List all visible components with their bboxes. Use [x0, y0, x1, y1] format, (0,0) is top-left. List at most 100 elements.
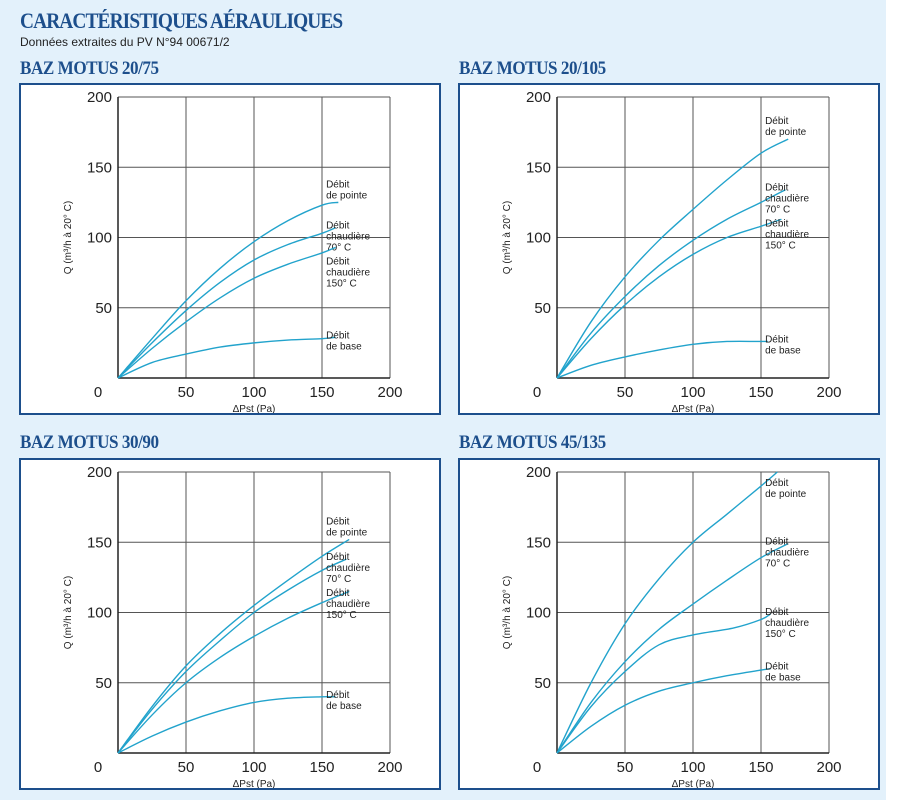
series-curve — [117, 336, 336, 379]
page-title: CARACTÉRISTIQUES AÉRAULIQUES — [20, 8, 343, 33]
series-label: chaudière — [765, 618, 809, 629]
series-label: 150° C — [765, 629, 796, 640]
series-label: chaudière — [326, 268, 370, 279]
y-axis-label: Q (m³/h à 20° C) — [63, 201, 74, 274]
series-label: 70° C — [326, 574, 351, 585]
chart-panel-4: 0 50 100 150 200 50 100 150 200 ΔPst (Pa) Q (m³/h … — [458, 458, 880, 790]
x-tick-label: 150 — [748, 384, 773, 401]
x-tick-label: 50 — [178, 759, 195, 776]
series-label: Débit — [765, 334, 789, 345]
series-label: 70° C — [765, 205, 790, 216]
series-label: Débit — [326, 179, 350, 190]
y-axis-label: Q (m³/h à 20° C) — [63, 576, 74, 649]
series-curve — [117, 246, 336, 379]
x-tick-label: 100 — [241, 384, 266, 401]
y-tick-label: 50 — [95, 675, 112, 692]
x-tick-label: 0 — [533, 384, 541, 401]
series-label: de pointe — [326, 527, 368, 538]
series-curve — [117, 558, 347, 754]
series-label: de base — [765, 345, 801, 356]
series-curve — [556, 613, 771, 754]
series-curve — [117, 590, 350, 754]
y-tick-label: 100 — [87, 605, 112, 622]
chart-title-1: BAZ MOTUS 20/75 — [20, 58, 159, 79]
x-tick-label: 50 — [178, 384, 195, 401]
series-label: chaudière — [765, 230, 809, 241]
series-curve — [556, 471, 778, 754]
x-tick-label: 150 — [309, 759, 334, 776]
y-tick-label: 150 — [87, 159, 112, 176]
y-tick-label: 200 — [87, 464, 112, 481]
y-axis-label: Q (m³/h à 20° C) — [502, 576, 513, 649]
series-label: Débit — [765, 607, 789, 618]
x-tick-label: 0 — [533, 759, 541, 776]
y-tick-label: 200 — [526, 89, 551, 106]
series-label: 70° C — [765, 559, 790, 570]
y-tick-label: 200 — [87, 89, 112, 106]
series-label: de base — [765, 673, 801, 684]
x-tick-label: 150 — [309, 384, 334, 401]
chart-panel-3: 0 50 100 150 200 50 100 150 200 ΔPst (Pa) Q (m³/h … — [19, 458, 441, 790]
series-label: 150° C — [765, 241, 796, 252]
x-tick-label: 100 — [680, 384, 705, 401]
series-label: 70° C — [326, 243, 351, 254]
chart-svg-1: 0 50 100 150 200 50 100 150 200 ΔPst (Pa) Q (m³/h … — [63, 89, 403, 415]
series-label: chaudière — [326, 563, 370, 574]
series-label: Débit — [765, 662, 789, 673]
series-label: Débit — [765, 478, 789, 489]
series-label: chaudière — [765, 548, 809, 559]
x-tick-label: 200 — [377, 759, 402, 776]
series-label: Débit — [326, 516, 350, 527]
x-tick-label: 100 — [241, 759, 266, 776]
x-tick-label: 0 — [94, 384, 102, 401]
y-tick-label: 150 — [526, 534, 551, 551]
series-label: de pointe — [765, 489, 807, 500]
series-label: chaudière — [326, 599, 370, 610]
x-tick-label: 0 — [94, 759, 102, 776]
series-label: Débit — [765, 116, 789, 127]
series-label: 150° C — [326, 279, 357, 290]
x-tick-label: 200 — [377, 384, 402, 401]
series-label: Débit — [765, 537, 789, 548]
x-tick-label: 150 — [748, 759, 773, 776]
chart-panel-1: 0 50 100 150 200 50 100 150 200 ΔPst (Pa) Q (m³/h … — [19, 83, 441, 415]
series-curve — [556, 668, 771, 754]
x-tick-label: 50 — [617, 384, 634, 401]
series-curve — [556, 340, 768, 379]
x-axis-label: ΔPst (Pa) — [233, 779, 276, 788]
y-tick-label: 50 — [95, 300, 112, 317]
series-curve — [556, 189, 786, 379]
y-tick-label: 100 — [526, 230, 551, 247]
series-label: de base — [326, 341, 362, 352]
series-curve — [556, 218, 782, 379]
chart-svg-2: 0 50 100 150 200 50 100 150 200 ΔPst (Pa) Q (m³/h … — [502, 89, 842, 415]
x-tick-label: 200 — [816, 759, 841, 776]
y-tick-label: 50 — [534, 300, 551, 317]
chart-svg-3: 0 50 100 150 200 50 100 150 200 ΔPst (Pa) Q (m³/h … — [63, 464, 403, 790]
y-tick-label: 150 — [526, 159, 551, 176]
x-axis-label: ΔPst (Pa) — [672, 779, 715, 788]
series-label: de pointe — [326, 190, 368, 201]
series-label: de base — [326, 701, 362, 712]
x-axis-label: ΔPst (Pa) — [672, 404, 715, 413]
series-label: Débit — [326, 690, 350, 701]
series-curve — [556, 543, 789, 754]
y-tick-label: 200 — [526, 464, 551, 481]
x-tick-label: 100 — [680, 759, 705, 776]
series-label: Débit — [326, 552, 350, 563]
series-curve — [117, 538, 350, 754]
series-label: Débit — [326, 330, 350, 341]
chart-title-3: BAZ MOTUS 30/90 — [20, 432, 159, 453]
series-curve — [117, 201, 339, 379]
y-tick-label: 100 — [526, 605, 551, 622]
series-curve — [117, 695, 336, 754]
y-tick-label: 150 — [87, 534, 112, 551]
chart-panel-2: 0 50 100 150 200 50 100 150 200 ΔPst (Pa) Q (m³/h … — [458, 83, 880, 415]
series-label: Débit — [765, 219, 789, 230]
y-tick-label: 100 — [87, 230, 112, 247]
series-label: chaudière — [765, 194, 809, 205]
series-label: chaudière — [326, 232, 370, 243]
series-label: de pointe — [765, 127, 807, 138]
page-subtitle: Données extraites du PV N°94 00671/2 — [20, 35, 230, 49]
series-curve — [117, 227, 336, 379]
